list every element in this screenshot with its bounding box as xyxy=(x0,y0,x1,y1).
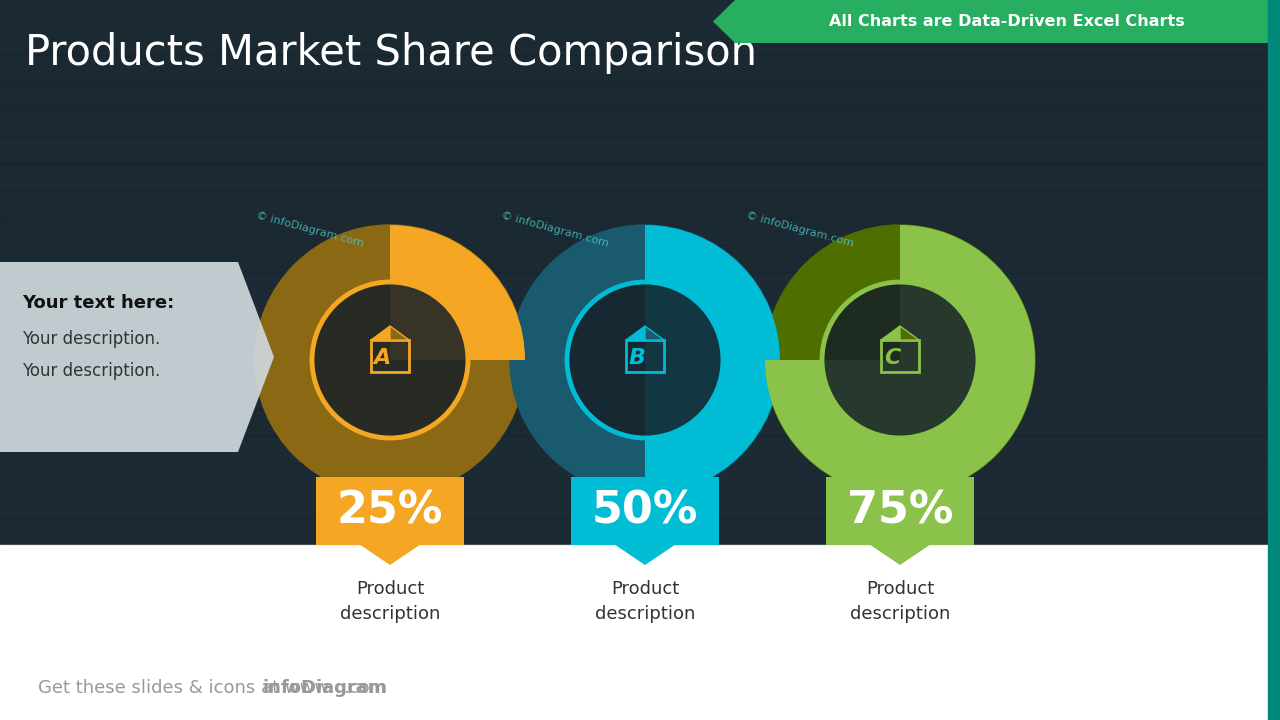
Wedge shape xyxy=(390,225,525,360)
Text: © infoDiagram.com: © infoDiagram.com xyxy=(745,211,855,249)
Polygon shape xyxy=(361,545,420,565)
Text: 50%: 50% xyxy=(591,490,698,533)
Text: infoDiagram: infoDiagram xyxy=(262,679,387,697)
Circle shape xyxy=(312,282,468,438)
Text: 75%: 75% xyxy=(847,490,954,533)
Bar xyxy=(881,340,919,372)
Circle shape xyxy=(255,225,525,495)
Bar xyxy=(826,477,974,545)
Text: Your description.: Your description. xyxy=(22,330,160,348)
Polygon shape xyxy=(900,326,919,340)
Text: description: description xyxy=(850,605,950,623)
Text: Product: Product xyxy=(356,580,424,598)
Bar xyxy=(0,518,1280,545)
Text: Products Market Share Comparison: Products Market Share Comparison xyxy=(26,32,756,74)
Bar xyxy=(0,218,1280,246)
Polygon shape xyxy=(626,326,645,340)
Text: B: B xyxy=(628,348,645,368)
Bar xyxy=(371,340,410,372)
Text: description: description xyxy=(339,605,440,623)
Polygon shape xyxy=(870,545,929,565)
Polygon shape xyxy=(881,326,900,340)
Bar xyxy=(0,327,1280,354)
Polygon shape xyxy=(616,545,675,565)
Text: 25%: 25% xyxy=(337,490,443,533)
Bar xyxy=(0,545,1280,720)
Bar xyxy=(0,109,1280,136)
Bar xyxy=(0,382,1280,409)
Circle shape xyxy=(509,225,780,495)
Polygon shape xyxy=(371,326,390,340)
Bar xyxy=(0,55,1280,82)
Bar xyxy=(0,272,1280,300)
Text: Your description.: Your description. xyxy=(22,362,160,380)
Polygon shape xyxy=(390,326,410,340)
Wedge shape xyxy=(765,225,1036,495)
Bar xyxy=(0,27,1280,55)
Bar xyxy=(571,477,719,545)
Bar xyxy=(316,477,465,545)
Bar xyxy=(626,340,664,372)
Bar xyxy=(0,409,1280,436)
Text: A: A xyxy=(374,348,390,368)
Bar xyxy=(0,463,1280,490)
Text: Product: Product xyxy=(865,580,934,598)
Bar xyxy=(0,82,1280,109)
Bar xyxy=(0,191,1280,218)
Wedge shape xyxy=(645,225,780,495)
Bar xyxy=(0,436,1280,463)
Circle shape xyxy=(567,282,723,438)
Text: Your text here:: Your text here: xyxy=(22,294,174,312)
Bar xyxy=(1268,0,1280,720)
Bar xyxy=(0,0,1280,545)
Circle shape xyxy=(822,282,978,438)
Bar xyxy=(0,163,1280,191)
Polygon shape xyxy=(0,262,274,452)
Bar xyxy=(0,0,1280,27)
Bar xyxy=(0,490,1280,518)
Text: © infoDiagram.com: © infoDiagram.com xyxy=(500,211,609,249)
Bar xyxy=(0,246,1280,272)
Text: All Charts are Data-Driven Excel Charts: All Charts are Data-Driven Excel Charts xyxy=(828,14,1184,29)
Circle shape xyxy=(765,225,1036,495)
Bar xyxy=(0,354,1280,382)
Text: Get these slides & icons at www.: Get these slides & icons at www. xyxy=(38,679,333,697)
Text: © infoDiagram.com: © infoDiagram.com xyxy=(255,211,365,249)
Text: .com: .com xyxy=(343,679,387,697)
Text: description: description xyxy=(595,605,695,623)
Text: C: C xyxy=(883,348,900,368)
Bar xyxy=(0,136,1280,163)
Bar xyxy=(0,300,1280,327)
Text: Product: Product xyxy=(611,580,680,598)
Polygon shape xyxy=(645,326,664,340)
Polygon shape xyxy=(713,0,1268,43)
